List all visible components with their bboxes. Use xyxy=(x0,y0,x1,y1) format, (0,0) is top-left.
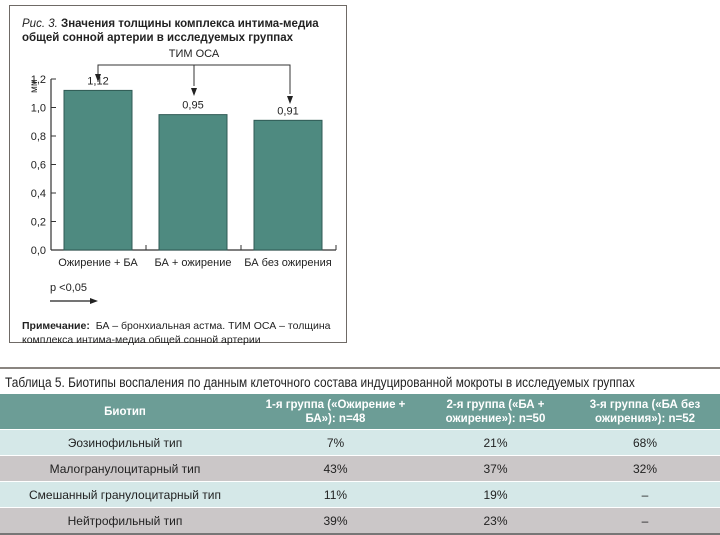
table-cell: 43% xyxy=(250,455,421,482)
y-axis-label: мм xyxy=(29,79,40,93)
table-cell: 19% xyxy=(421,481,570,508)
column-header: 2-я группа («БА + ожирение»): n=50 xyxy=(421,394,570,430)
note-label: Примечание: xyxy=(22,320,90,332)
y-tick-label: 0,8 xyxy=(31,131,46,143)
table-row: Смешанный гранулоцитарный тип 11% 19% – xyxy=(0,481,720,508)
header-row: Биотип 1-я группа («Ожирение + БА»): n=48… xyxy=(0,394,720,430)
table-cell: – xyxy=(570,507,720,534)
table-cell: 7% xyxy=(250,429,421,456)
table-cell: 39% xyxy=(250,507,421,534)
y-tick-label: 0,4 xyxy=(31,188,46,200)
category-label: БА + ожирение xyxy=(155,257,232,269)
arrow-down-icon xyxy=(191,88,197,96)
table-row: Эозинофильный тип 7% 21% 68% xyxy=(0,429,720,456)
y-tick-label: 1,2 xyxy=(31,74,46,86)
table-5: Таблица 5. Биотипы воспаления по данным … xyxy=(0,367,720,535)
category-label: БА без ожирения xyxy=(244,257,331,269)
y-tick-label: 1,0 xyxy=(31,103,46,115)
caption-text: Значения толщины комплекса интима-медиа … xyxy=(22,18,319,44)
bar-value-label: 0,95 xyxy=(182,100,203,112)
y-tick-label: 0,0 xyxy=(31,245,46,257)
table-cell: 21% xyxy=(421,429,570,456)
biotype-table: Биотип 1-я группа («Ожирение + БА»): n=48… xyxy=(0,394,720,535)
column-header: 1-я группа («Ожирение + БА»): n=48 xyxy=(250,394,421,430)
table-cell: Нейтрофильный тип xyxy=(0,507,250,534)
column-header: Биотип xyxy=(0,394,250,430)
table-row: Нейтрофильный тип 39% 23% – xyxy=(0,507,720,534)
note-text: БА – бронхиальная астма. ТИМ ОСА – толщи… xyxy=(22,320,331,346)
table-cell: 11% xyxy=(250,481,421,508)
figure-3: 0,00,20,40,60,81,01,2мм1,12Ожирение + БА… xyxy=(9,5,347,346)
table-cell: Эозинофильный тип xyxy=(0,429,250,456)
bar-chart: 0,00,20,40,60,81,01,2мм1,12Ожирение + БА… xyxy=(29,48,337,269)
y-tick-label: 0,6 xyxy=(31,160,46,172)
table-cell: 23% xyxy=(421,507,570,534)
figure-caption: Рис. 3. Значения толщины комплекса интим… xyxy=(22,17,342,45)
caption-prefix: Рис. 3. xyxy=(22,18,58,30)
category-label: Ожирение + БА xyxy=(58,257,138,269)
bar xyxy=(63,89,133,251)
table-row: Малогранулоцитарный тип 43% 37% 32% xyxy=(0,455,720,482)
table-cell: Малогранулоцитарный тип xyxy=(0,455,250,482)
bar xyxy=(253,119,323,251)
p-value: p <0,05 xyxy=(50,282,88,294)
table-cell: 37% xyxy=(421,455,570,482)
table-title: Таблица 5. Биотипы воспаления по данным … xyxy=(5,375,635,390)
bar-value-label: 0,91 xyxy=(277,105,298,117)
table-cell: Смешанный гранулоцитарный тип xyxy=(0,481,250,508)
bracket-label: ТИМ ОСА xyxy=(169,48,220,60)
p-value-arrow-icon xyxy=(50,298,98,304)
bar xyxy=(158,114,228,251)
table-cell: – xyxy=(570,481,720,508)
figure-note: Примечание: БА – бронхиальная астма. ТИМ… xyxy=(22,319,342,347)
y-tick-label: 0,2 xyxy=(31,217,46,229)
arrow-down-icon xyxy=(95,74,101,82)
column-header: 3-я группа («БА без ожирения»): n=52 xyxy=(570,394,720,430)
arrow-down-icon xyxy=(287,96,293,104)
table-cell: 68% xyxy=(570,429,720,456)
table-cell: 32% xyxy=(570,455,720,482)
